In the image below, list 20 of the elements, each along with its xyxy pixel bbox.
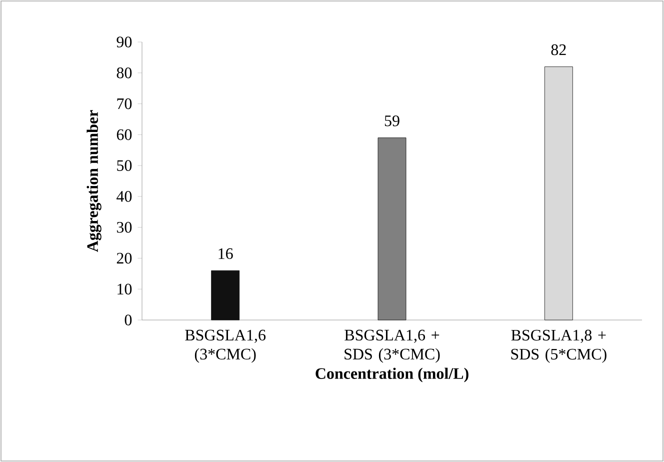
y-axis-title: Aggregation number [86,110,102,252]
y-tick-label: 70 [117,98,132,110]
data-label: 16 [218,248,233,260]
y-tick-label: 0 [124,314,132,326]
y-tick-label: 90 [116,36,132,48]
x-tick-label: BSGSLA1,8 + SDS (5*CMC) [511,330,606,363]
data-label: 82 [551,44,566,56]
y-tick-label: 80 [116,67,132,78]
y-tick-label: 50 [117,160,132,171]
y-tick-label: 60 [116,129,132,140]
y-tick-label: 40 [116,191,132,202]
y-tick-label: 20 [116,252,132,264]
data-label: 59 [384,115,400,126]
y-tick-label: 30 [116,222,132,233]
bar [544,66,573,320]
x-axis-title: Concentration (mol/L) [316,368,468,382]
x-tick-label: BSGSLA1,6 + SDS (3*CMC) [344,330,440,363]
x-tick-label: BSGSLA1,6 (3*CMC) [185,330,266,363]
bar [211,270,240,320]
y-tick-label: 10 [118,284,132,295]
